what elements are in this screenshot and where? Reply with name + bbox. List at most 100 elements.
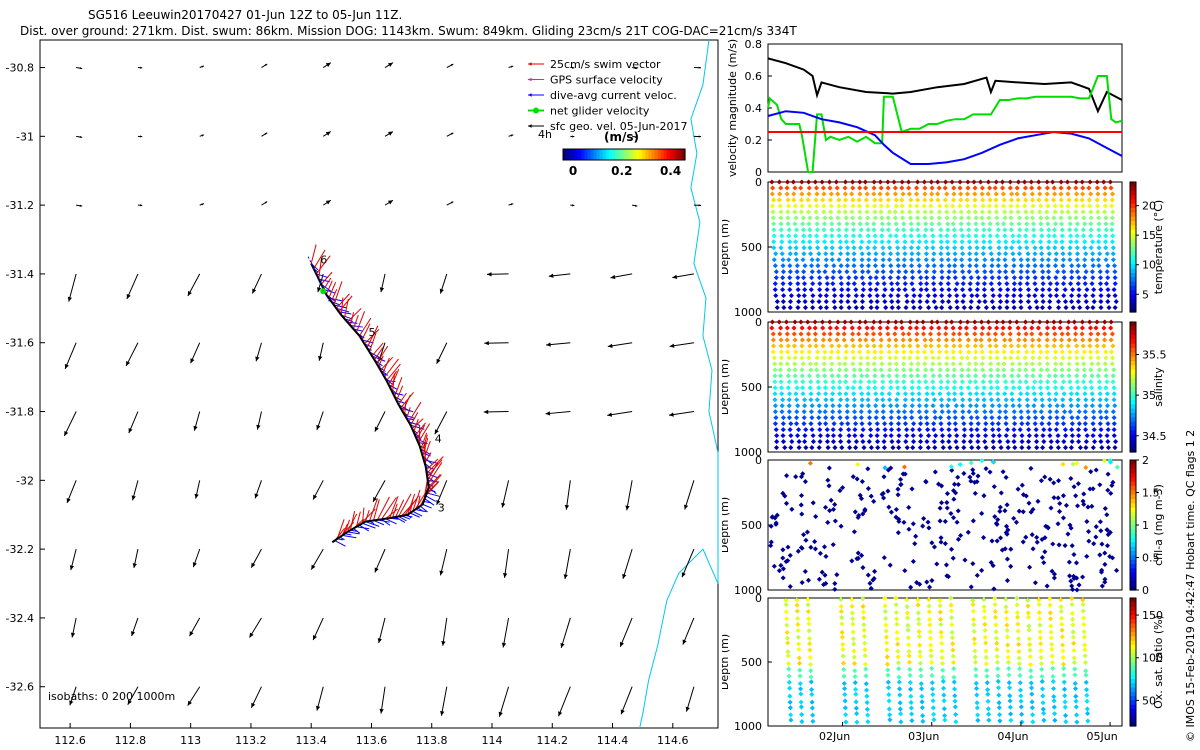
ox-point (931, 711, 937, 717)
temp-point (787, 245, 793, 251)
glider-track (310, 263, 430, 544)
geo-velocity-arrow-head (70, 632, 76, 638)
sal-point (1090, 433, 1096, 439)
ox-colorbar-swatch (1130, 713, 1136, 719)
sal-point (819, 319, 826, 325)
chla-point (942, 541, 948, 547)
sal-point (1093, 325, 1099, 331)
temp-point (859, 275, 865, 281)
geo-velocity-arrow-shaft (68, 273, 77, 302)
ox-point (906, 642, 912, 648)
geo-velocity-arrow (254, 480, 262, 499)
temp-point (1088, 221, 1094, 227)
temp-point (1059, 209, 1065, 215)
geo-velocity-arrow (684, 480, 695, 510)
temp-point (1047, 293, 1053, 299)
map-x-tick-label: 113.6 (356, 734, 388, 747)
chla-point (1034, 539, 1040, 545)
chla-colorbar-swatch (1130, 499, 1136, 504)
temp-point (1090, 293, 1096, 299)
ox-point (1049, 653, 1055, 659)
legend-label: sfc geo. vel. 05-Jun-2017 (550, 120, 687, 133)
geo-velocity-arrow (312, 617, 324, 641)
legend-arrow-head (528, 77, 532, 82)
ox-point (1052, 717, 1058, 723)
ox-colorbar-frame (1129, 597, 1137, 727)
sal-point (951, 331, 957, 337)
chla-point (1055, 495, 1061, 501)
temp-point (1044, 215, 1050, 221)
geo-velocity-arrow-head (440, 710, 445, 716)
swim-vector (390, 369, 400, 389)
ox-point (1026, 614, 1032, 620)
temp-point (946, 263, 952, 269)
sal-point (961, 427, 968, 433)
temp-point (1082, 239, 1088, 245)
ox-point (953, 711, 959, 718)
temp-point (1090, 257, 1096, 263)
geo-velocity-arrow (316, 411, 324, 431)
sal-colorbar-tick-label: 35 (1142, 389, 1156, 402)
temp-point (909, 269, 915, 275)
temp-point (1079, 197, 1085, 203)
geo-velocity-arrow (261, 63, 268, 68)
geo-velocity-arrow-head (510, 65, 514, 68)
sal-point (780, 427, 786, 433)
temp-point (883, 305, 889, 311)
temp-point (820, 197, 826, 203)
temp-colorbar-swatch (1130, 290, 1136, 296)
geo-velocity-arrow-head (325, 200, 331, 205)
track-day-label: 5 (368, 326, 375, 339)
temp-point (1044, 191, 1050, 197)
ox-point (807, 647, 813, 653)
sal-point (874, 421, 880, 427)
geo-velocity-arrow (189, 617, 201, 637)
geo-velocity-arrow (76, 204, 83, 207)
chla-point (827, 508, 833, 514)
temp-point (1105, 287, 1111, 293)
temp-point (779, 233, 785, 239)
geo-velocity-arrow-head (249, 632, 254, 638)
geo-velocity-arrow-head (619, 641, 624, 647)
sal-point (1083, 427, 1089, 433)
temp-point (959, 239, 965, 245)
temp-point (1104, 269, 1110, 275)
sal-point (816, 391, 822, 397)
temp-point (1051, 227, 1058, 233)
geo-velocity-arrow-head (264, 64, 268, 67)
track-map: 112.6 112.8 113 113.2 113.4 113.6 113.8 114 114.… (6, 39, 719, 747)
ox-point (1038, 661, 1044, 667)
ox-point (1072, 672, 1078, 678)
chla-point (997, 508, 1003, 514)
geo-velocity-arrow (607, 342, 633, 348)
geo-velocity-arrow (570, 66, 575, 69)
geo-velocity-arrow-head (387, 200, 393, 205)
geo-velocity-arrow-head (254, 493, 259, 499)
geo-velocity-arrow (622, 548, 633, 579)
temp-point (838, 251, 844, 257)
temp-point (857, 215, 863, 221)
geo-velocity-arrow-head (634, 67, 638, 70)
sal-point (800, 391, 806, 397)
geo-velocity-arrow-shaft (558, 686, 571, 717)
sal-point (1052, 337, 1058, 343)
temp-point (1060, 257, 1066, 263)
colorbar-swatch (593, 149, 598, 160)
sal-point (946, 427, 952, 433)
ox-point (1037, 629, 1043, 635)
temp-colorbar-swatch (1130, 242, 1136, 248)
temp-point (795, 305, 801, 311)
ox-depth-tick-label: 0 (755, 594, 762, 605)
ox-point (1058, 604, 1064, 610)
swim-vector (347, 307, 362, 323)
sal-point (961, 445, 967, 451)
temp-point (960, 251, 966, 257)
chla-colorbar-swatch (1130, 512, 1136, 517)
temp-point (1036, 179, 1042, 185)
temp-point (933, 305, 939, 311)
temp-point (1045, 221, 1051, 227)
ox-point (1028, 680, 1034, 686)
swim-vector (371, 342, 384, 357)
ox-point (941, 692, 947, 698)
temp-point (1109, 203, 1115, 209)
